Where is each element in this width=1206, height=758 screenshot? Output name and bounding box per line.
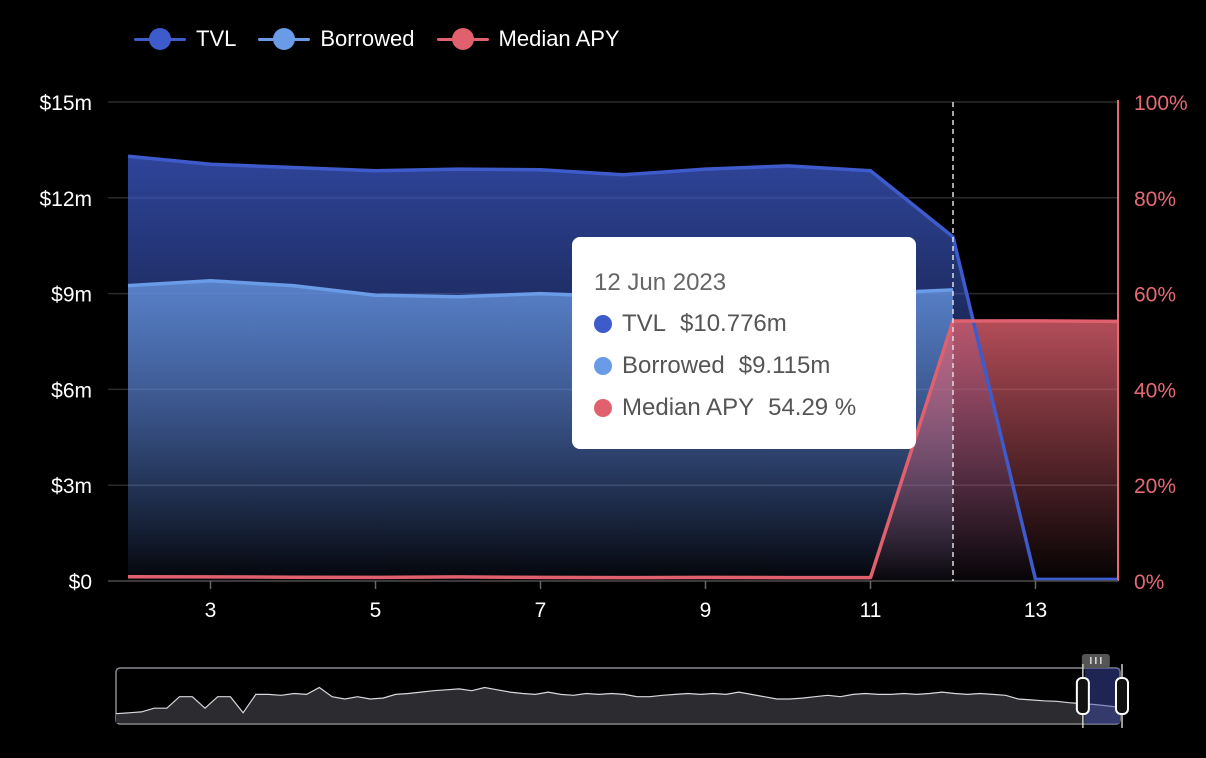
tooltip: 12 Jun 2023 TVL $10.776m Borrowed $9.115… (572, 237, 916, 449)
tooltip-dot-apy (594, 399, 612, 417)
y-right-tick-label: 80% (1134, 188, 1176, 211)
legend-label-tvl: TVL (196, 26, 237, 51)
overview-window (1084, 668, 1120, 724)
tooltip-value-tvl: $10.776m (680, 310, 787, 337)
y-right-tick-label: 100% (1134, 92, 1188, 115)
legend-label-borrowed: Borrowed (320, 26, 415, 51)
tooltip-dot-borrowed (594, 357, 612, 375)
x-tick-label: 5 (370, 599, 382, 622)
x-tick-label: 7 (535, 599, 547, 622)
tooltip-date: 12 Jun 2023 (594, 269, 727, 296)
legend: TVL Borrowed Median APY (134, 26, 620, 52)
tooltip-value-apy: 54.29 % (768, 394, 857, 421)
legend-swatch-tvl (134, 28, 186, 50)
y-left-tick-label: $6m (51, 379, 92, 402)
tooltip-dot-tvl (594, 315, 612, 333)
y-left-tick-label: $3m (51, 475, 92, 498)
y-left-tick-label: $15m (39, 92, 92, 115)
tooltip-label-apy: Median APY (622, 394, 755, 421)
legend-swatch-borrowed (258, 28, 311, 50)
overview-handle-right[interactable] (1115, 677, 1129, 715)
tooltip-row-apy: Median APY 54.29 % (594, 387, 916, 429)
y-right-tick-label: 40% (1134, 379, 1176, 402)
y-left-tick-label: $12m (39, 188, 92, 211)
tooltip-row-borrowed: Borrowed $9.115m (594, 345, 916, 387)
legend-item-borrowed[interactable]: Borrowed (258, 26, 415, 52)
y-left-tick-label: $9m (51, 284, 92, 307)
y-right-tick-label: 0% (1134, 571, 1164, 594)
y-right-tick-label: 60% (1134, 284, 1176, 307)
tooltip-value-borrowed: $9.115m (738, 352, 831, 379)
tooltip-label-borrowed: Borrowed (622, 352, 725, 379)
legend-item-tvl[interactable]: TVL (134, 26, 236, 52)
overview-area (116, 687, 1120, 723)
legend-item-apy[interactable]: Median APY (436, 26, 620, 52)
y-right-tick-label: 20% (1134, 475, 1176, 498)
x-tick-label: 3 (205, 599, 217, 622)
x-tick-label: 13 (1024, 599, 1047, 622)
legend-label-apy: Median APY (498, 26, 620, 51)
area-apy (128, 320, 1118, 581)
y-left-tick-label: $0 (69, 571, 92, 594)
axes: $0 $3m $6m $9m $12m $15m 0% 20% 40% 60% 80% 100% 3 5 7… (39, 92, 1187, 622)
overview-slider[interactable] (115, 654, 1129, 728)
tooltip-label-tvl: TVL (622, 310, 667, 337)
x-tick-label: 11 (860, 599, 882, 622)
overview-line (115, 686, 1121, 715)
x-tick-label: 9 (700, 599, 712, 622)
legend-swatch-apy (436, 28, 489, 50)
overview-handle-left[interactable] (1075, 677, 1090, 715)
tooltip-row-tvl: TVL $10.776m (594, 303, 916, 345)
